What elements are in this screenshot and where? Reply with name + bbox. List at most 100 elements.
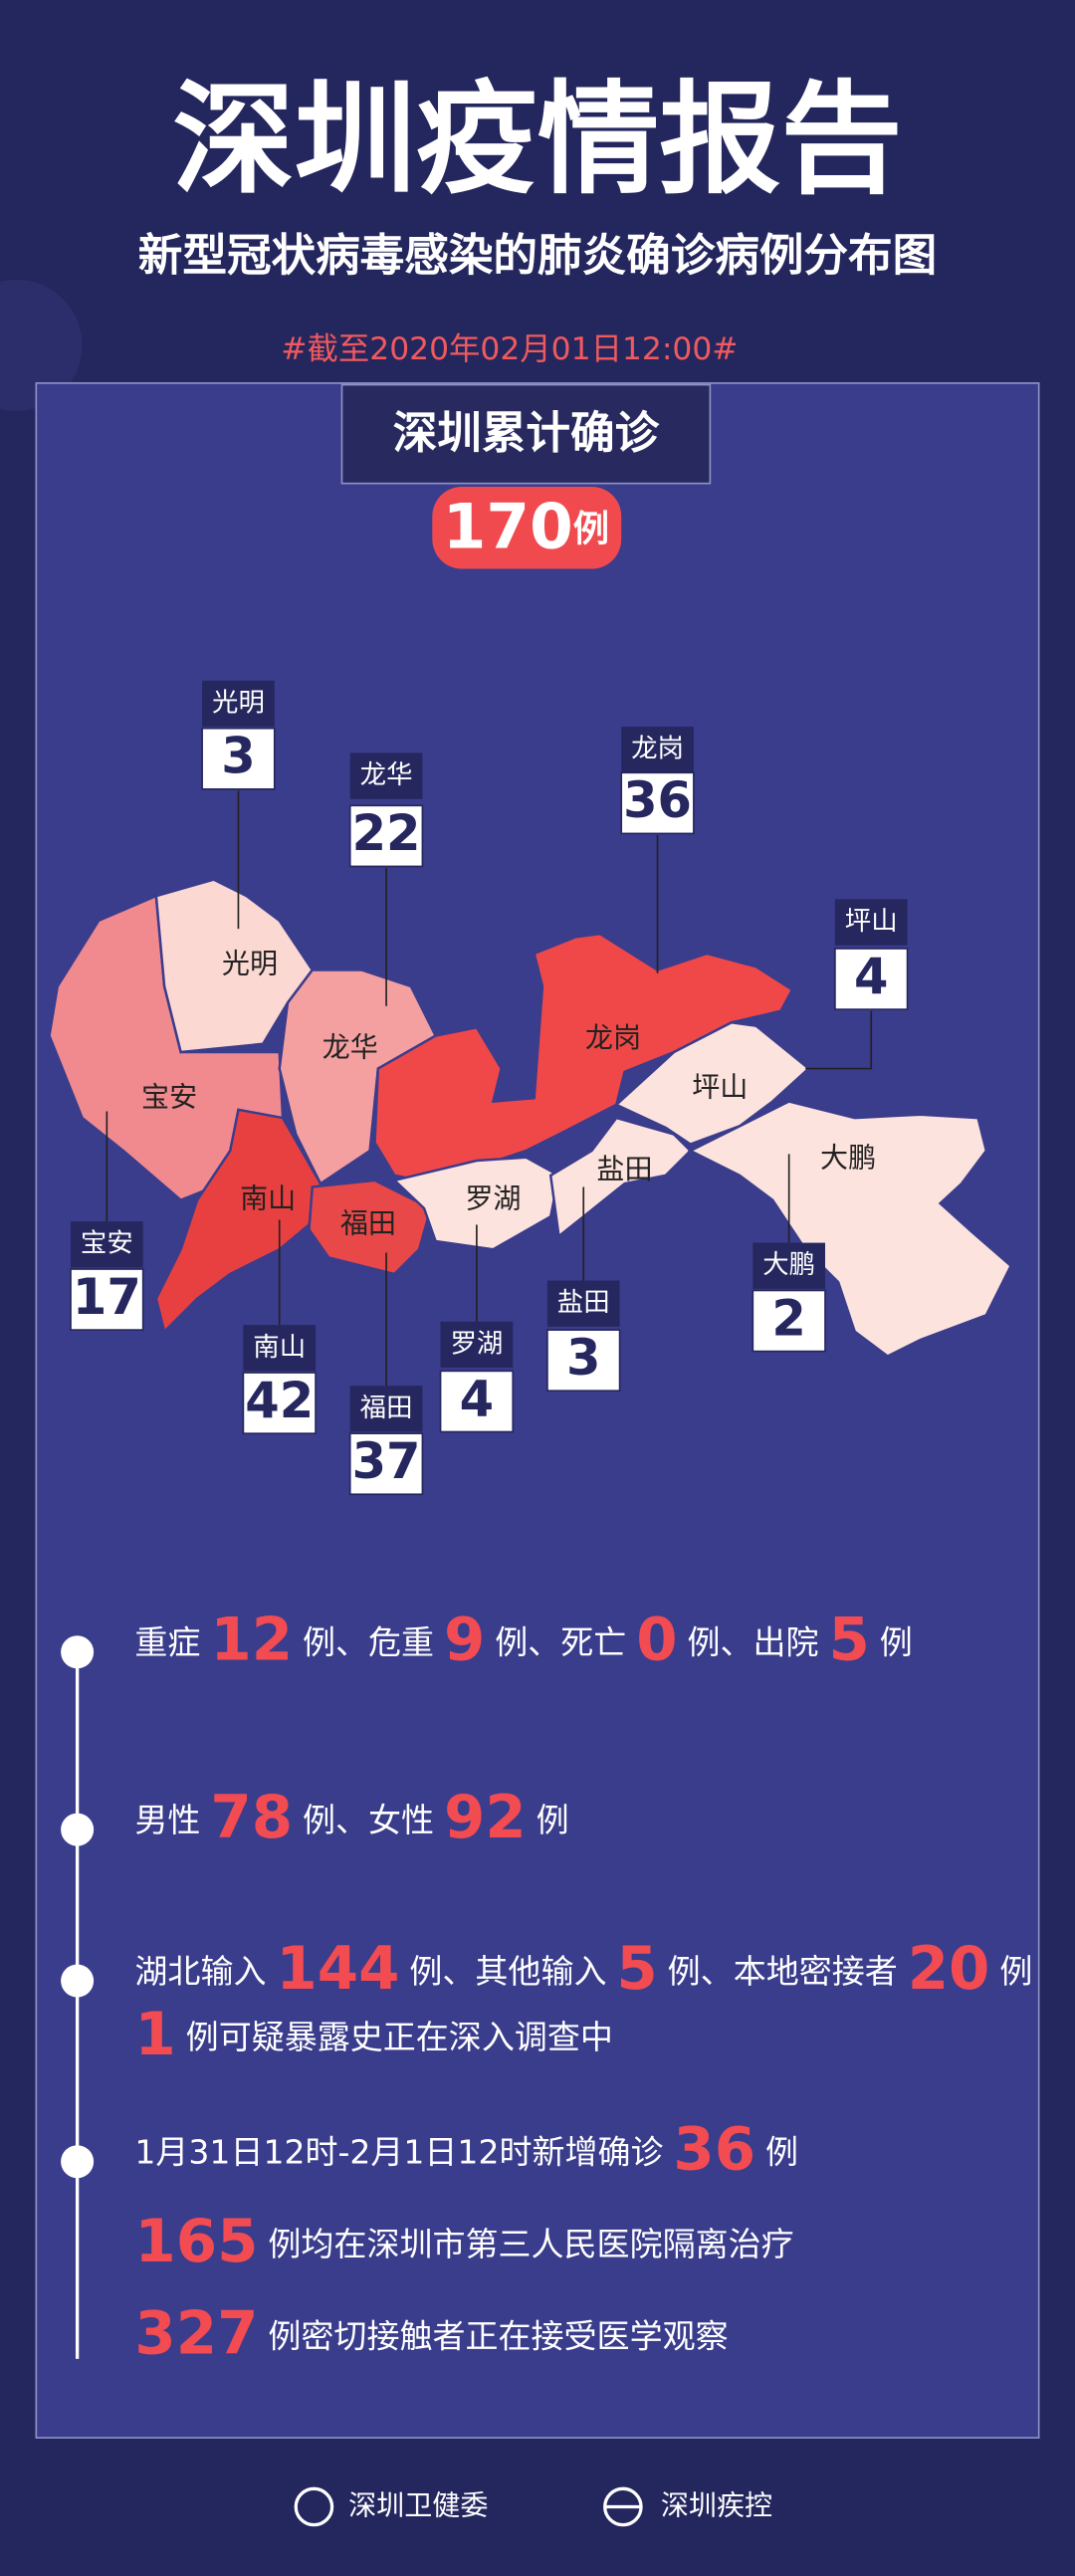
callout-name: 宝安	[81, 1228, 133, 1259]
logo-cdc: 深圳疾控	[603, 2486, 772, 2527]
stat-text: 男性	[134, 1800, 200, 1838]
callout-name: 光明	[212, 687, 265, 718]
callout-value: 2	[771, 1289, 805, 1347]
total-pill	[432, 486, 622, 569]
callout-value-box	[348, 1432, 424, 1496]
timeline-bullet	[61, 1964, 95, 1998]
stat-line: 1 例可疑暴露史正在深入调查中	[134, 2001, 612, 2069]
region-nanshan	[154, 1108, 322, 1335]
stat-text: 1月31日12时-2月1日12时新增确诊	[134, 2132, 663, 2171]
callout-name: 坪山	[845, 906, 898, 937]
stat-number: 144	[276, 1935, 399, 2004]
stat-number: 5	[616, 1935, 657, 2004]
region-luohu	[391, 1156, 560, 1251]
total-banner	[340, 383, 712, 485]
callout-value: 22	[352, 804, 421, 862]
stat-text: 例、本地密接者	[668, 1951, 898, 1990]
callout-name-box	[71, 1221, 143, 1268]
stat-text: 例、出院	[688, 1622, 819, 1661]
subtitle: 新型冠状病毒感染的肺炎确诊病例分布图	[138, 229, 937, 281]
stat-number: 92	[444, 1784, 527, 1852]
logo-icon	[294, 2486, 334, 2527]
stat-number: 0	[636, 1607, 677, 1675]
stat-text: 例可疑暴露史正在深入调查中	[186, 2017, 613, 2055]
callout-name-box	[440, 1321, 514, 1369]
callout-name: 龙华	[360, 759, 413, 790]
region-yantian	[548, 1116, 693, 1239]
callout-name: 福田	[360, 1393, 413, 1423]
map-label: 罗湖	[465, 1182, 521, 1215]
stat-text: 例	[765, 2132, 798, 2171]
callout-name-box	[752, 1242, 825, 1289]
callout-name: 南山	[253, 1332, 306, 1363]
callout-name-box	[243, 1325, 317, 1372]
callout-value-box	[70, 1268, 144, 1331]
callout-value: 17	[73, 1268, 141, 1326]
stat-number: 12	[210, 1607, 293, 1675]
stat-number: 1	[134, 2001, 175, 2069]
map-label: 大鹏	[820, 1141, 876, 1174]
date: #截至2020年02月01日12:00#	[281, 331, 738, 367]
callout-value: 3	[221, 728, 255, 785]
footer-label: 深圳卫健委	[348, 2488, 488, 2521]
stat-line: 1月31日12时-2月1日12时新增确诊 36 例	[134, 2116, 798, 2185]
callout-value: 36	[623, 771, 692, 829]
callout-value-box	[242, 1372, 317, 1434]
callout-value-box	[201, 727, 276, 790]
callout-name: 盐田	[557, 1287, 610, 1318]
stat-line: 男性 78 例、女性 92 例	[134, 1784, 568, 1852]
callout-value-box	[546, 1329, 621, 1393]
callout-name: 大鹏	[762, 1249, 815, 1280]
map-label: 宝安	[141, 1080, 197, 1113]
stat-number: 78	[210, 1784, 293, 1852]
stat-text: 例	[999, 1951, 1032, 1990]
timeline-bullet	[61, 1635, 95, 1669]
map-label: 南山	[240, 1182, 296, 1215]
stat-text: 例、危重	[303, 1622, 434, 1661]
map-label: 盐田	[596, 1153, 652, 1185]
callout-name-box	[546, 1280, 620, 1327]
district-callouts: 光明光明3龙华龙华22龙岗龙岗36坪山坪山4宝安宝安17南山南山42福田福田37…	[70, 680, 909, 1496]
region-futian	[308, 1179, 433, 1276]
callout-name-box	[621, 727, 694, 773]
map-label: 龙岗	[585, 1021, 641, 1054]
callout-name: 罗湖	[450, 1328, 503, 1359]
callout-value: 4	[854, 948, 888, 1005]
stat-number: 20	[908, 1935, 990, 2004]
stat-line: 327 例密切接触者正在接受医学观察	[134, 2300, 728, 2369]
map-label: 福田	[340, 1206, 396, 1239]
stat-text: 重症	[134, 1622, 200, 1661]
stat-text: 例、死亡	[495, 1622, 626, 1661]
callout-value: 42	[245, 1372, 314, 1429]
total-label: 深圳累计确诊	[393, 407, 661, 459]
region-pingshan	[614, 1021, 811, 1146]
callout-value: 4	[460, 1370, 494, 1427]
callout-value-box	[439, 1370, 515, 1433]
logo-health-commission: 深圳卫健委	[294, 2486, 488, 2527]
timeline-bullet	[61, 2145, 95, 2179]
map-label: 龙华	[322, 1031, 378, 1064]
callout-name: 龙岗	[631, 734, 684, 764]
callout-name-box	[349, 1386, 423, 1432]
stat-line: 湖北输入 144 例、其他输入 5 例、本地密接者 20 例	[134, 1935, 1032, 2004]
callout-value-box	[620, 771, 695, 835]
stat-line: 165 例均在深圳市第三人民医院隔离治疗	[134, 2208, 793, 2276]
stat-text: 例均在深圳市第三人民医院隔离治疗	[268, 2224, 793, 2262]
callout-name-box	[202, 680, 275, 728]
timeline-bullet	[61, 1813, 95, 1846]
stat-number: 9	[444, 1607, 485, 1675]
footer-label: 深圳疾控	[661, 2488, 772, 2521]
stat-number: 5	[828, 1607, 869, 1675]
stat-text: 例	[537, 1800, 569, 1838]
callout-name-box	[349, 752, 423, 799]
stat-text: 湖北输入	[134, 1951, 266, 1990]
stat-text: 例、其他输入	[409, 1951, 606, 1990]
leader-line	[805, 1010, 873, 1070]
callout-name-box	[834, 899, 908, 946]
map-label: 光明	[222, 948, 278, 980]
total: 170例	[443, 491, 609, 563]
virus-decoration	[0, 279, 83, 411]
total-value: 170	[443, 491, 573, 563]
